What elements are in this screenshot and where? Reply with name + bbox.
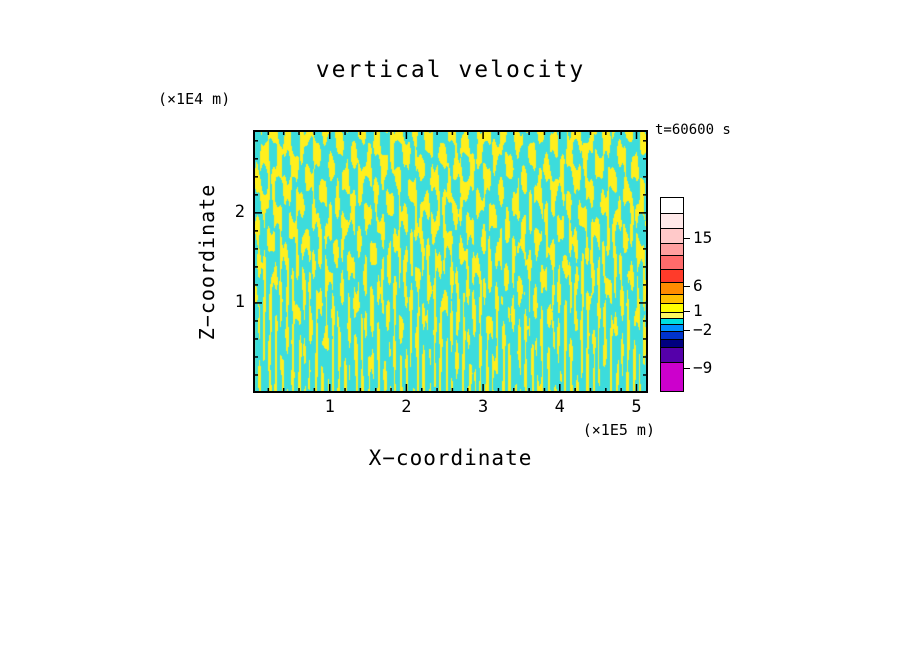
x-tick-label: 1 [324,397,335,417]
x-tick-label: 4 [554,397,565,417]
colorbar [660,197,684,392]
colorbar-tick-mark [684,367,690,369]
heatmap-canvas [253,130,648,393]
colorbar-segment [661,269,683,283]
colorbar-segment [661,347,683,363]
colorbar-segment [661,227,683,243]
colorbar-tick-mark [684,329,690,331]
x-tick-label: 3 [477,397,489,417]
colorbar-tick-label: 6 [693,275,703,295]
colorbar-segment [661,255,683,270]
chart-title: vertical velocity [315,57,586,83]
colorbar-segment [661,198,683,213]
colorbar-tick-label: 1 [693,301,703,321]
x-axis-unit: (×1E5 m) [582,421,655,439]
colorbar-segment [661,312,683,318]
colorbar-tick-label: −2 [693,319,713,339]
colorbar-tick-label: −9 [693,357,713,377]
y-axis-unit: (×1E4 m) [158,90,231,108]
colorbar-segment [661,362,683,391]
x-axis-label: X−coordinate [368,446,533,470]
colorbar-tick-mark [684,285,690,287]
y-tick-label: 2 [234,201,245,222]
colorbar-segment [661,324,683,331]
colorbar-tick-mark [684,237,690,239]
time-annotation: t=60600 s [655,122,731,138]
colorbar-tick-mark [684,311,690,313]
axes-frame [253,130,648,393]
colorbar-segment [661,242,683,256]
x-tick-label: 5 [631,397,642,417]
plot-area [253,130,648,393]
colorbar-segment [661,282,683,295]
colorbar-segment [661,302,683,313]
colorbar-segment [661,330,683,340]
colorbar-segment [661,339,683,348]
y-tick-label: 1 [234,291,245,312]
colorbar-segment [661,294,683,303]
x-tick-label: 2 [401,397,412,417]
colorbar-tick-label: 15 [693,227,713,247]
colorbar-segment [661,317,683,325]
colorbar-segment [661,212,683,228]
y-axis-label: Z−coordinate [195,183,219,341]
